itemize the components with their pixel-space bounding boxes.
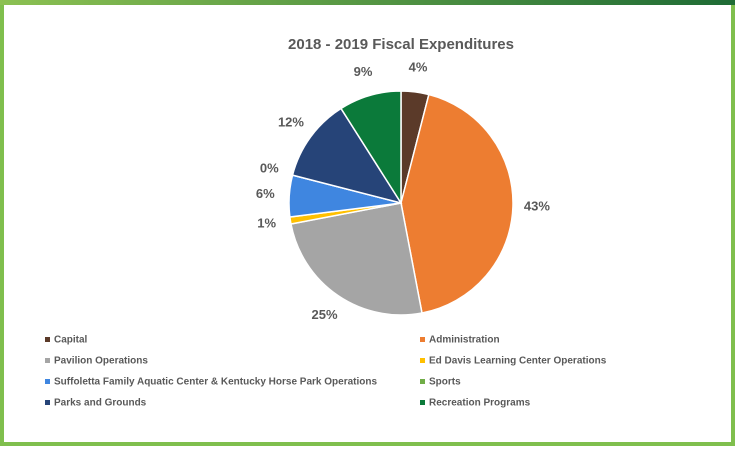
legend-swatch <box>45 400 50 405</box>
legend-label: Pavilion Operations <box>54 356 148 367</box>
chart-title: 2018 - 2019 Fiscal Expenditures <box>288 36 514 53</box>
legend-label: Recreation Programs <box>429 398 531 409</box>
legend-label: Suffoletta Family Aquatic Center & Kentu… <box>54 377 377 388</box>
legend-label: Administration <box>429 335 500 346</box>
legend-swatch <box>45 379 50 384</box>
data-label: 43% <box>524 199 550 214</box>
data-label: 25% <box>312 307 338 322</box>
frame-top <box>0 0 735 5</box>
pie-slice <box>291 107 403 205</box>
legend-swatch <box>420 400 425 405</box>
legend-label: Ed Davis Learning Center Operations <box>429 356 607 367</box>
data-label: 6% <box>256 186 275 201</box>
legend-swatch <box>45 358 50 363</box>
data-label: 12% <box>278 114 304 129</box>
data-label: 0% <box>260 161 279 176</box>
legend-label: Sports <box>429 377 461 388</box>
pie-slice <box>339 90 402 206</box>
data-label: 1% <box>257 216 276 231</box>
legend-swatch <box>420 358 425 363</box>
legend-swatch <box>420 379 425 384</box>
legend-swatch <box>420 337 425 342</box>
data-label: 4% <box>409 60 428 75</box>
data-label: 9% <box>354 64 373 79</box>
legend-swatch <box>45 337 50 342</box>
pie-slice <box>290 202 423 316</box>
pie-slice <box>400 93 514 314</box>
legend-label: Capital <box>54 335 88 346</box>
legend-label: Parks and Grounds <box>54 398 147 409</box>
